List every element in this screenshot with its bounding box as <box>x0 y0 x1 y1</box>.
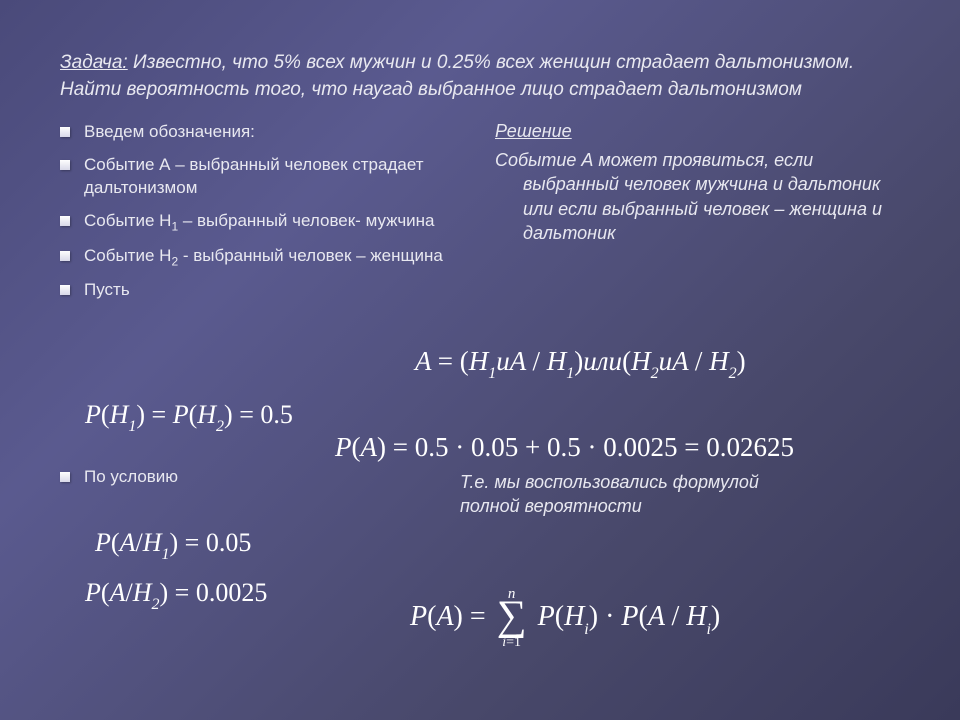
formula-pah2: P(A/H2) = 0.0025 <box>85 578 267 612</box>
formula-pa-calc: P(A) = 0.5 · 0.05 + 0.5 · 0.0025 = 0.026… <box>335 432 794 463</box>
formula-total-prob: P(A) = n ∑ i=1 P(Hi) · P(A / Hi) <box>410 600 720 637</box>
solution-title: Решение <box>495 121 900 142</box>
conclusion-text: Т.е. мы воспользовались формулой полной … <box>460 470 820 519</box>
right-column: Решение Событие А может проявиться, если… <box>495 121 900 312</box>
bullet-3-text: Событие Н1 – выбранный человек- мужчина <box>84 210 435 235</box>
bullet-5: Пусть <box>60 279 465 302</box>
bullet-square-icon <box>60 160 70 170</box>
bullet-1-text: Введем обозначения: <box>84 121 255 144</box>
bullet-2: Событие А – выбранный человек страдает д… <box>60 154 465 200</box>
title-text: Известно, что 5% всех мужчин и 0.25% все… <box>60 52 854 100</box>
formula-event-a: A = (H1иA / H1)или(H2иA / H2) <box>415 346 746 381</box>
bullet-square-icon <box>60 127 70 137</box>
title-label: Задача: <box>60 52 128 73</box>
bullet-square-icon <box>60 251 70 261</box>
bullet-6-text: По условию <box>84 466 178 489</box>
bullet-6: По условию <box>60 466 178 489</box>
bullet-square-icon <box>60 285 70 295</box>
bullet-square-icon <box>60 216 70 226</box>
bullet-3: Событие Н1 – выбранный человек- мужчина <box>60 210 465 235</box>
bullet-6-wrap: По условию <box>60 466 178 499</box>
formula-ph1-ph2: P(H1) = P(H2) = 0.5 <box>85 400 293 434</box>
solution-text: Событие А может проявиться, если выбранн… <box>495 148 900 245</box>
sigma-icon: n ∑ i=1 <box>497 600 527 637</box>
bullet-square-icon <box>60 472 70 482</box>
bullet-4: Событие Н2 - выбранный человек – женщина <box>60 245 465 270</box>
bullet-2-text: Событие А – выбранный человек страдает д… <box>84 154 465 200</box>
bullet-4-text: Событие Н2 - выбранный человек – женщина <box>84 245 443 270</box>
problem-title: Задача: Известно, что 5% всех мужчин и 0… <box>60 50 900 103</box>
formula-pah1: P(A/H1) = 0.05 <box>95 528 251 562</box>
left-column: Введем обозначения: Событие А – выбранны… <box>60 121 465 312</box>
bullet-5-text: Пусть <box>84 279 130 302</box>
two-columns: Введем обозначения: Событие А – выбранны… <box>60 121 900 312</box>
bullet-1: Введем обозначения: <box>60 121 465 144</box>
